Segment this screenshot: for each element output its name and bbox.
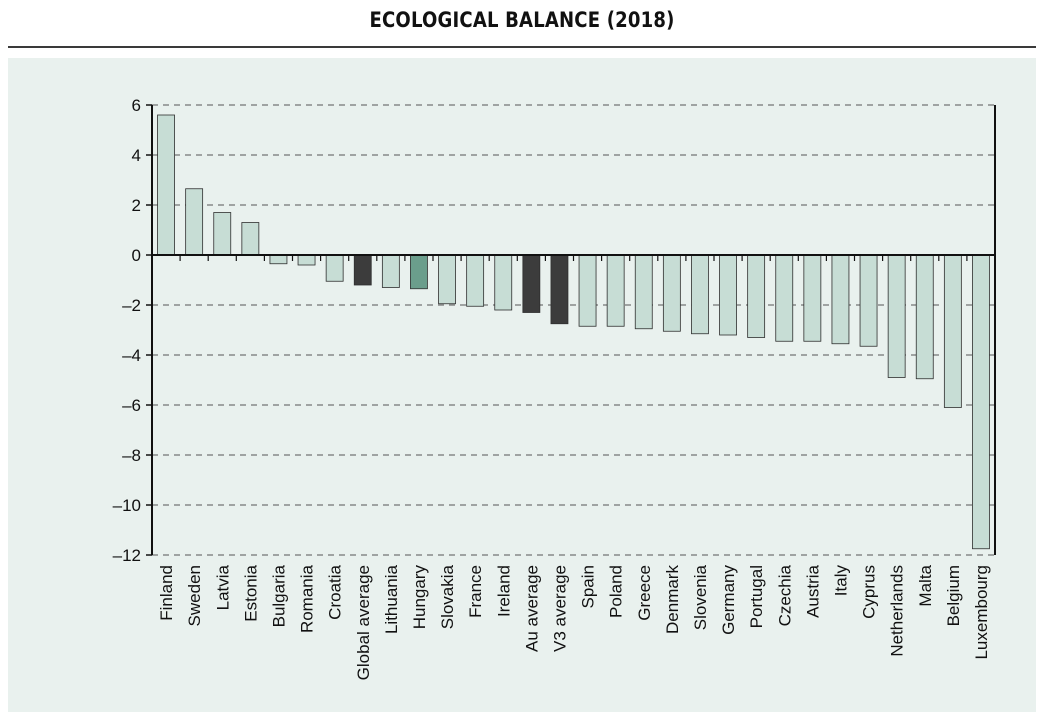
category-label: Germany (719, 565, 738, 635)
bar (803, 254, 822, 342)
bar (691, 254, 709, 335)
bar (550, 254, 569, 325)
bar (662, 254, 681, 332)
bar (269, 254, 288, 265)
category-label: Netherlands (888, 565, 907, 657)
category-label: Portugal (747, 565, 766, 628)
category-label: Slovenia (691, 564, 710, 630)
category-label: Bulgaria (269, 564, 288, 627)
y-tick-label: 2 (132, 196, 141, 215)
category-label: Italy (831, 565, 850, 597)
y-tick-label: –10 (113, 496, 141, 515)
bar (831, 254, 850, 345)
bar (719, 254, 737, 336)
bar (438, 254, 456, 305)
category-label: Sweden (185, 565, 204, 626)
category-label: Belgium (944, 565, 963, 626)
bar (241, 222, 260, 256)
category-label: Romania (298, 564, 317, 633)
category-label: Au average (522, 565, 541, 652)
y-tick-label: –8 (122, 446, 141, 465)
category-label: Croatia (326, 564, 345, 619)
bar (325, 254, 344, 282)
y-tick-label: 6 (132, 96, 141, 115)
chart-panel (8, 58, 1036, 712)
y-tick-label: –2 (122, 296, 141, 315)
category-label: Greece (635, 565, 654, 621)
category-label: Malta (916, 564, 935, 606)
y-tick-label: –4 (122, 346, 141, 365)
bar (297, 254, 316, 266)
category-label: Ireland (494, 565, 513, 617)
y-tick-label: –12 (113, 546, 141, 565)
category-label: Luxembourg (972, 565, 991, 660)
category-label: Spain (579, 565, 598, 608)
bar (943, 254, 962, 408)
bar (887, 254, 906, 378)
category-label: Hungary (410, 565, 429, 630)
bar (578, 254, 597, 327)
category-label: Cyprus (860, 565, 879, 619)
bar (466, 254, 485, 307)
bar (353, 254, 372, 286)
category-label: Latvia (213, 564, 232, 610)
bar (494, 254, 513, 311)
bar (747, 254, 766, 338)
category-label: V3 average (550, 565, 569, 652)
category-label: France (466, 565, 485, 618)
bar (522, 254, 541, 313)
bar (606, 254, 625, 327)
bar (381, 254, 400, 288)
category-label: Slovakia (438, 564, 457, 629)
category-label: Denmark (663, 565, 682, 634)
y-tick-label: –6 (122, 396, 141, 415)
bar (915, 254, 934, 380)
bar (410, 254, 428, 290)
category-label: Lithuania (382, 564, 401, 634)
bar (859, 254, 878, 347)
bar (185, 188, 204, 256)
category-label: Poland (607, 565, 626, 618)
page-title: ECOLOGICAL BALANCE (2018) (369, 8, 675, 32)
title-rule (8, 46, 1036, 48)
bar (157, 114, 175, 256)
y-tick-label: 4 (132, 146, 141, 165)
bar (775, 254, 794, 342)
bar (972, 254, 990, 550)
category-label: Global average (354, 565, 373, 680)
category-label: Finland (157, 565, 176, 621)
bar (634, 254, 653, 330)
y-tick-label: 0 (132, 246, 141, 265)
category-label: Austria (803, 564, 822, 617)
bar (213, 212, 232, 256)
category-label: Estonia (241, 564, 260, 621)
category-label: Czechia (775, 564, 794, 626)
